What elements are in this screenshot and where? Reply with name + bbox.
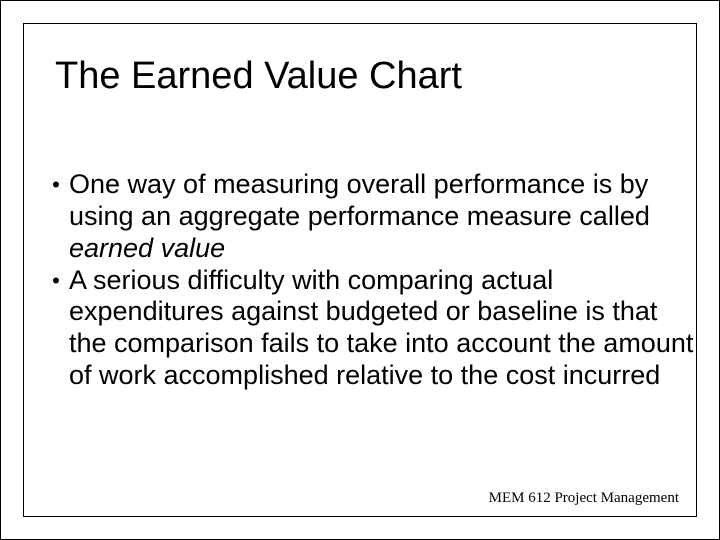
bullet-marker-icon: • [43, 265, 69, 297]
slide-footer: MEM 612 Project Management [489, 490, 679, 507]
bullet-text-pre: One way of measuring overall performance… [69, 169, 650, 231]
bullet-item: • One way of measuring overall performan… [43, 169, 699, 265]
bullet-text: One way of measuring overall performance… [69, 169, 699, 265]
bullet-text-pre: A serious difficulty with comparing actu… [69, 265, 693, 391]
slide-container: The Earned Value Chart • One way of meas… [0, 0, 720, 540]
bullet-item: • A serious difficulty with comparing ac… [43, 265, 699, 392]
slide-title: The Earned Value Chart [55, 55, 462, 98]
slide-body: • One way of measuring overall performan… [43, 169, 699, 392]
bullet-text: A serious difficulty with comparing actu… [69, 265, 699, 392]
bullet-marker-icon: • [43, 169, 69, 201]
bullet-text-italic: earned value [69, 233, 225, 263]
